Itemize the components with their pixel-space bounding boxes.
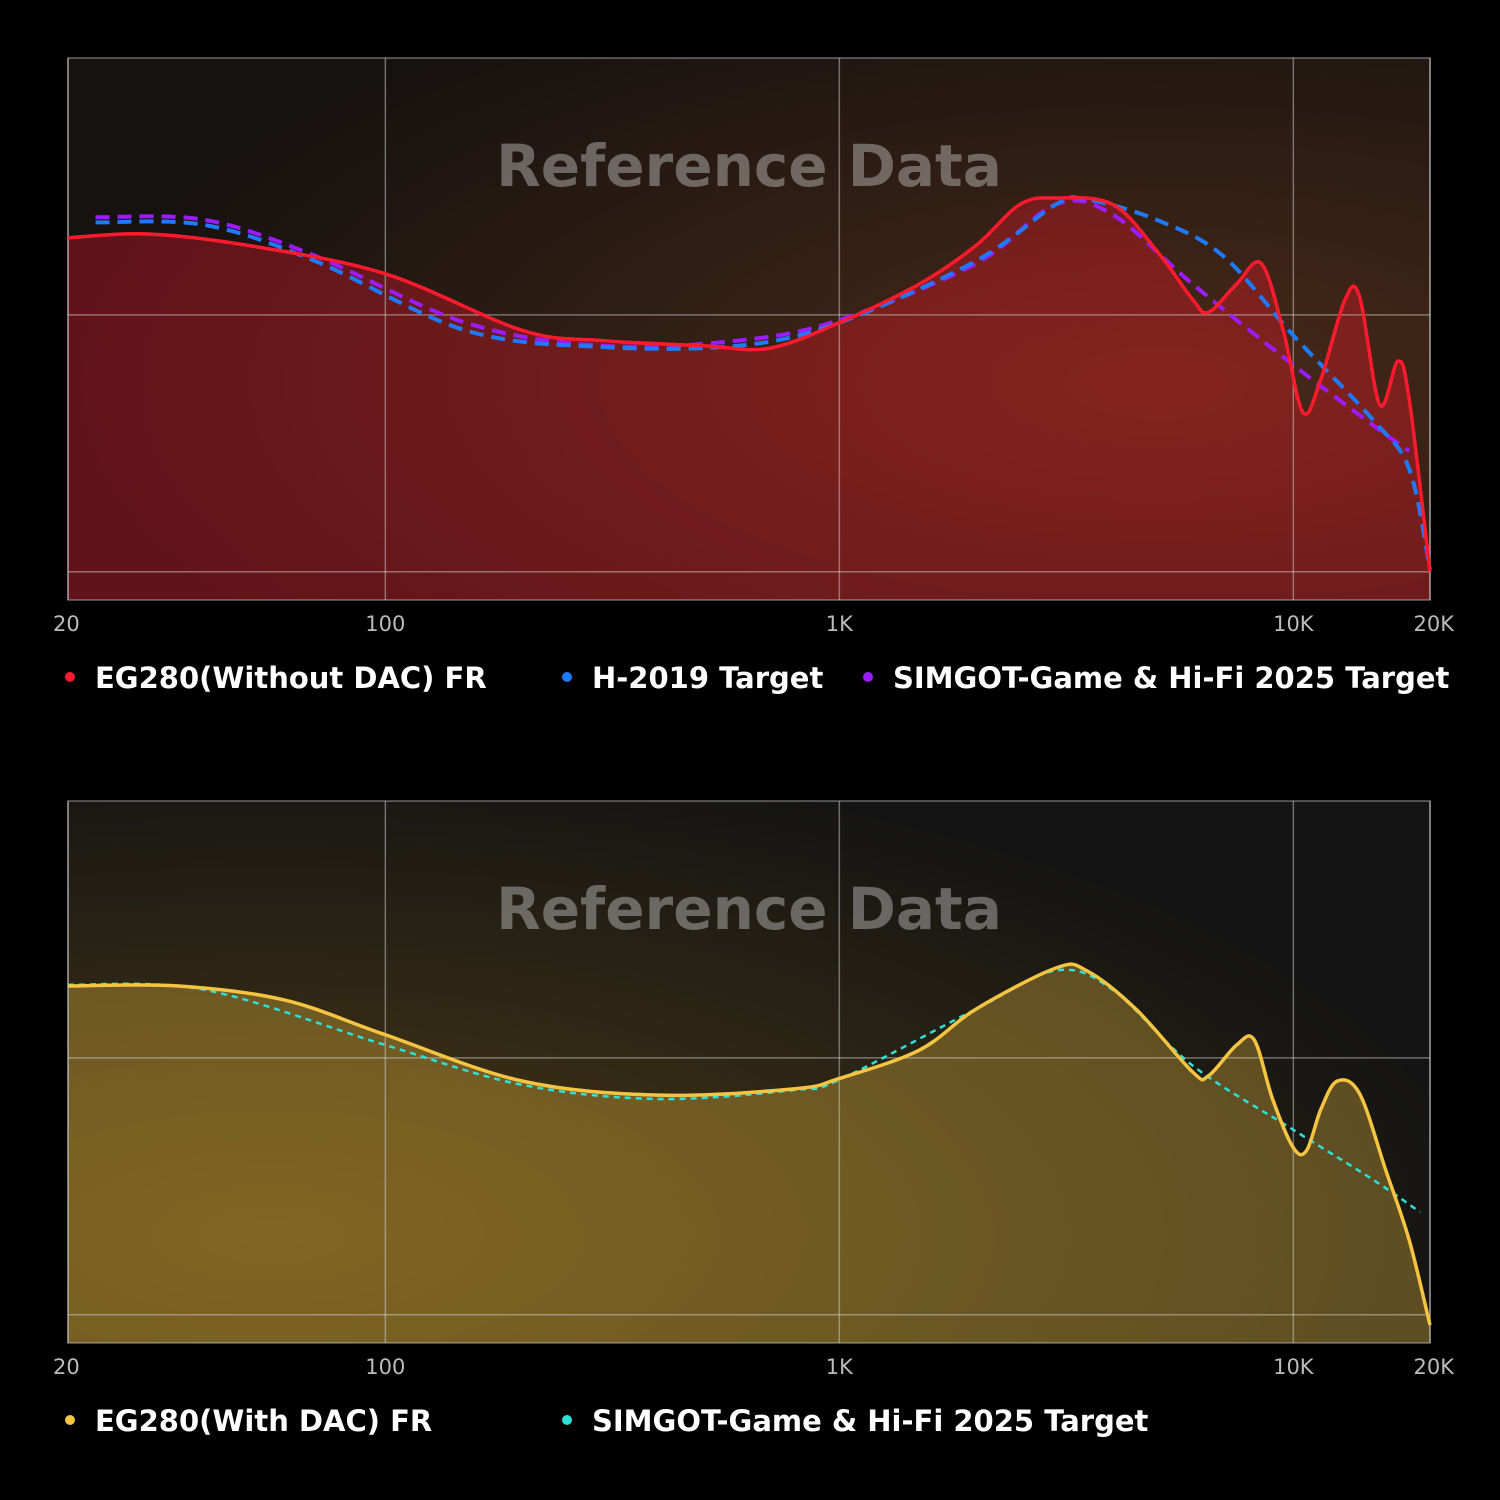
x-tick-label: 20K xyxy=(1414,612,1456,636)
series-line xyxy=(95,195,1432,570)
legend-marker xyxy=(562,672,572,682)
legend-label: SIMGOT-Game & Hi-Fi 2025 Target xyxy=(893,661,1450,695)
legend-marker xyxy=(562,1415,572,1425)
series-line xyxy=(67,962,1432,1326)
legend-label: EG280(Without DAC) FR xyxy=(95,661,487,695)
series-line xyxy=(95,198,1411,453)
area xyxy=(68,197,1430,600)
plot-background xyxy=(68,801,1430,1343)
legend-label: EG280(With DAC) FR xyxy=(95,1404,432,1438)
x-tick-label: 100 xyxy=(365,612,405,636)
area xyxy=(68,964,1430,1343)
plot-frame xyxy=(67,800,1431,1344)
x-tick-label: 20K xyxy=(1414,1355,1456,1379)
series-line xyxy=(67,195,1432,572)
x-tick-label: 100 xyxy=(365,1355,405,1379)
legend-label: H-2019 Target xyxy=(592,661,823,695)
x-tick-label: 1K xyxy=(826,1355,854,1379)
x-tick-label: 1K xyxy=(826,612,854,636)
watermark: Reference Data xyxy=(496,132,1002,200)
legend-label: SIMGOT-Game & Hi-Fi 2025 Target xyxy=(592,1404,1149,1438)
plot-background xyxy=(68,58,1430,600)
legend-marker xyxy=(65,672,75,682)
x-tick-label: 10K xyxy=(1273,1355,1315,1379)
x-tick-label: 10K xyxy=(1273,612,1315,636)
legend-marker xyxy=(65,1415,75,1425)
x-tick-label: 20 xyxy=(53,1355,80,1379)
legend-marker xyxy=(863,672,873,682)
series-line xyxy=(67,968,1421,1214)
plot-frame xyxy=(67,57,1431,601)
watermark: Reference Data xyxy=(496,875,1002,943)
x-tick-label: 20 xyxy=(53,612,80,636)
